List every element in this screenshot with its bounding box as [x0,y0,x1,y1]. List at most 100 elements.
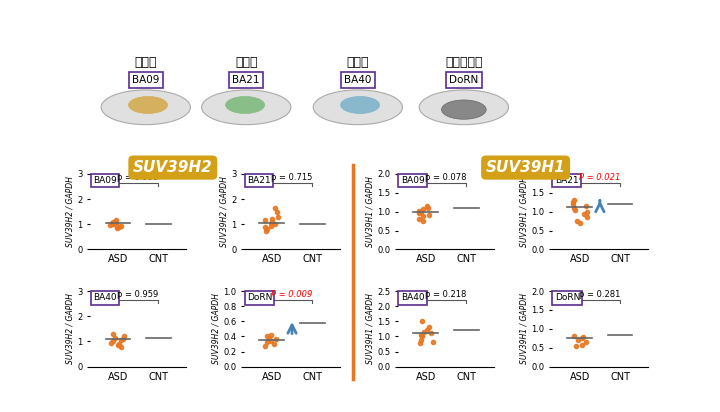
Point [217,220,228,226]
Ellipse shape [313,90,402,125]
Point [670,200,682,207]
Point [118,333,130,340]
Point [519,203,531,209]
Point [216,341,228,347]
Text: P = 0.021: P = 0.021 [579,173,621,182]
Point [211,222,222,229]
Point [519,333,531,340]
Point [110,218,122,225]
Ellipse shape [101,90,190,125]
Y-axis label: SUV39H1 / GAPDH: SUV39H1 / GAPDH [365,293,374,364]
Point [361,218,373,225]
Point [361,221,373,227]
Y-axis label: SUV39H2 / GAPDH: SUV39H2 / GAPDH [66,176,74,247]
Point [681,330,693,337]
Point [214,222,225,229]
Point [270,336,282,343]
Point [427,339,438,346]
Point [269,205,281,211]
Text: BA40: BA40 [401,293,424,302]
Point [112,342,124,349]
Text: BA09: BA09 [401,176,425,185]
Point [362,314,374,321]
Point [674,329,685,335]
Ellipse shape [225,96,265,113]
Point [212,221,224,227]
Point [683,199,694,206]
Point [207,223,219,230]
Text: BA21: BA21 [554,176,578,185]
Point [266,218,277,225]
Point [572,337,584,344]
Point [366,333,378,340]
Point [576,335,588,342]
Point [271,208,283,215]
Point [218,336,230,342]
Point [115,343,127,350]
Ellipse shape [419,90,508,125]
Point [375,325,387,332]
Text: p = 0.715: p = 0.715 [271,173,312,182]
Point [680,331,692,338]
Point [268,341,279,347]
Point [107,338,119,345]
Point [213,221,225,228]
Point [374,219,386,226]
Point [528,206,539,213]
Point [113,224,125,231]
Point [415,337,427,343]
Point [683,328,695,334]
Point [111,223,122,229]
Point [212,219,223,226]
Point [265,220,276,226]
Point [263,335,274,341]
Point [269,221,281,227]
Point [212,337,223,344]
Point [518,213,530,220]
Point [219,333,230,340]
Point [210,332,221,339]
Point [117,336,129,342]
Point [580,203,592,209]
Point [423,324,435,331]
Point [568,332,580,339]
Point [580,339,592,345]
Point [522,210,534,217]
Point [106,220,117,227]
Point [415,332,426,338]
Text: p = 0.959: p = 0.959 [117,290,158,300]
Point [417,218,428,225]
Point [524,326,536,333]
Point [111,217,122,224]
Point [374,316,385,323]
Point [518,323,529,330]
Point [518,325,530,331]
Point [373,307,384,313]
Point [210,220,222,227]
Point [374,220,386,226]
Point [680,201,691,208]
Point [372,226,384,233]
Point [273,213,284,220]
Text: DoRN: DoRN [247,293,272,302]
Point [212,329,224,336]
Point [567,199,579,206]
Point [215,328,226,335]
Text: SUV39H2: SUV39H2 [133,160,212,175]
Point [212,330,223,337]
Point [567,201,579,207]
Y-axis label: SUV39H1 / GAPDH: SUV39H1 / GAPDH [365,176,374,247]
Point [418,329,430,335]
Point [570,206,581,213]
Point [261,339,273,346]
Point [674,325,685,332]
Point [259,217,271,224]
Point [109,335,121,341]
Point [371,329,382,336]
Point [527,211,539,218]
Point [569,205,580,211]
Point [521,208,533,215]
Point [577,334,588,340]
Point [363,217,374,224]
Text: BA40: BA40 [344,75,372,85]
